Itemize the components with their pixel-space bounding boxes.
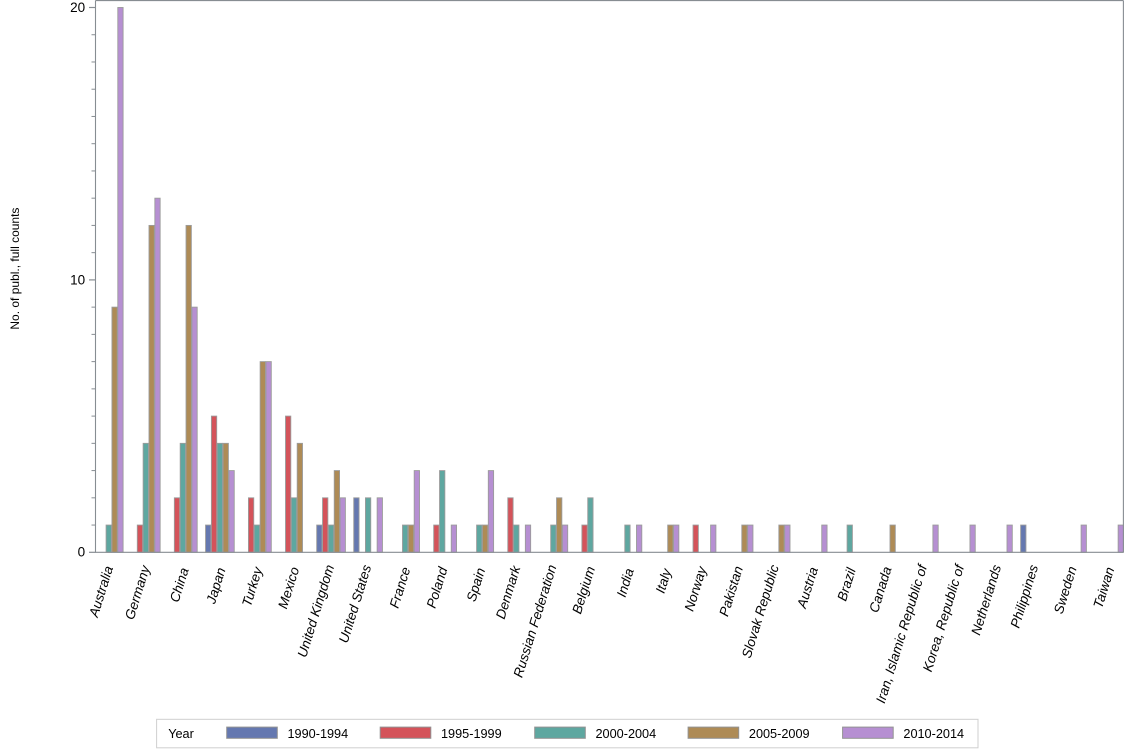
svg-text:2010-2014: 2010-2014 bbox=[903, 727, 964, 741]
svg-text:1995-1999: 1995-1999 bbox=[441, 727, 502, 741]
svg-text:2000-2004: 2000-2004 bbox=[596, 727, 657, 741]
svg-text:10: 10 bbox=[70, 272, 85, 287]
svg-text:1990-1994: 1990-1994 bbox=[288, 727, 349, 741]
svg-text:0: 0 bbox=[78, 545, 86, 560]
svg-text:No. of publ., full counts: No. of publ., full counts bbox=[8, 208, 22, 330]
svg-text:Italy: Italy bbox=[653, 566, 675, 595]
svg-text:2005-2009: 2005-2009 bbox=[749, 727, 810, 741]
svg-text:20: 20 bbox=[70, 0, 85, 15]
svg-text:Year: Year bbox=[168, 727, 194, 741]
